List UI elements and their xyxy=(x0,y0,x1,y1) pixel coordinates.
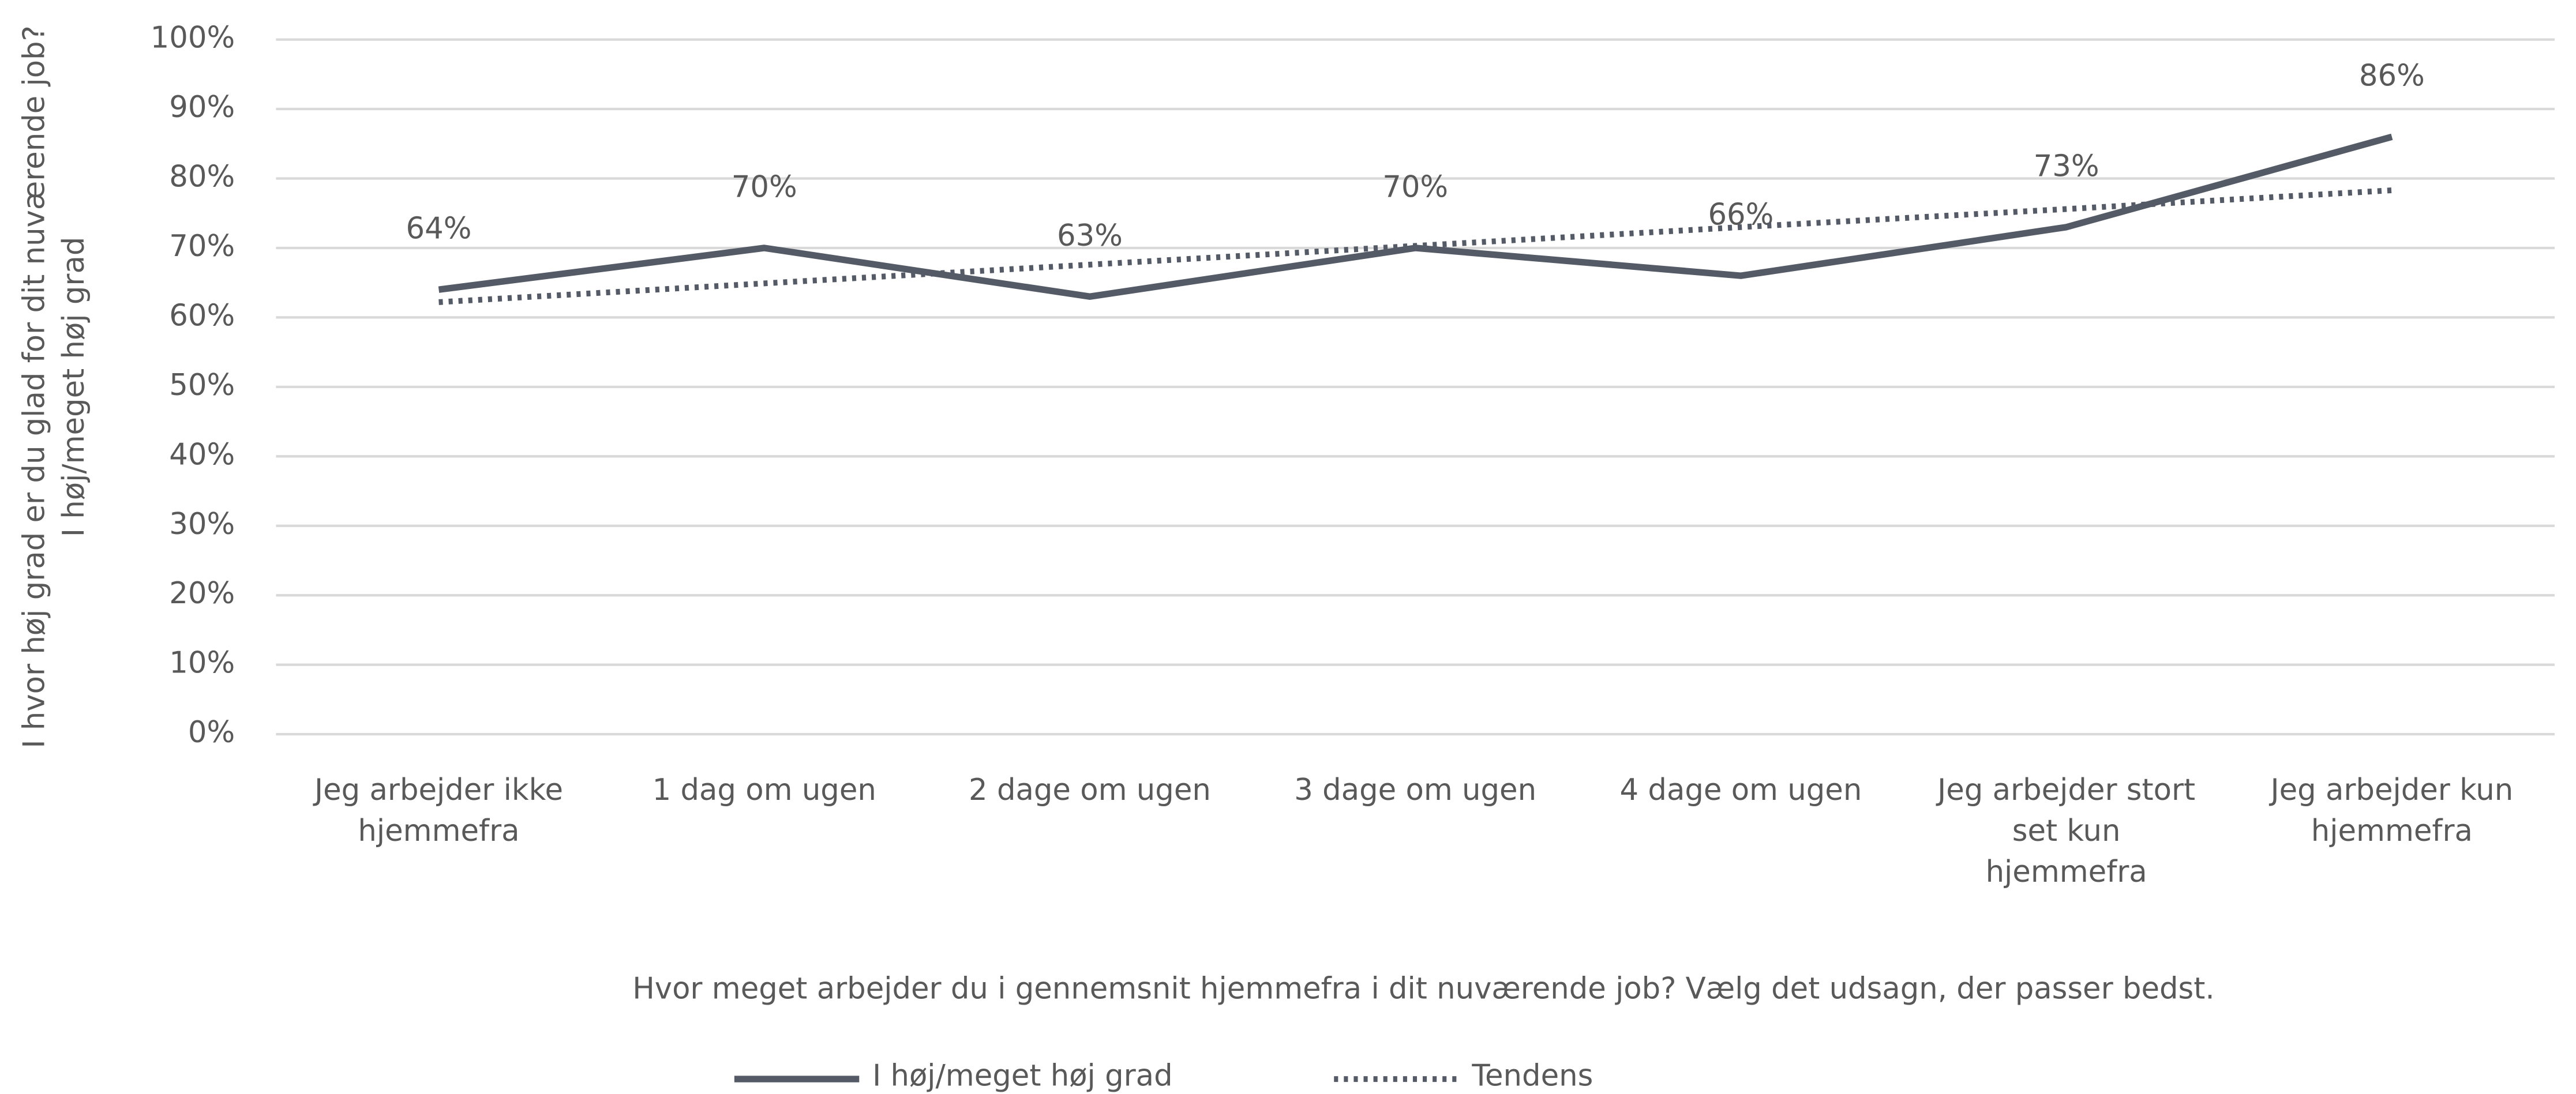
x-tick-label: Jeg arbejder kun hjemmefra xyxy=(2268,773,2513,848)
y-tick-label: 70% xyxy=(169,229,235,264)
x-tick-label: 4 dage om ugen xyxy=(1620,773,1862,807)
y-axis-label: I hvor høj grad er du glad for dit nuvær… xyxy=(17,25,91,748)
x-axis-label: Hvor meget arbejder du i gennemsnit hjem… xyxy=(632,971,2214,1006)
y-tick-label: 90% xyxy=(169,90,235,125)
text-line: I hvor høj grad er du glad for dit nuvær… xyxy=(17,25,52,748)
data-label: 86% xyxy=(2359,59,2425,93)
text-line: 4 dage om ugen xyxy=(1620,773,1862,807)
data-label: 64% xyxy=(406,212,472,246)
data-label: 63% xyxy=(1057,219,1123,253)
y-tick-label: 0% xyxy=(188,715,235,750)
x-tick-label: 1 dag om ugen xyxy=(653,773,876,807)
text-line: 3 dage om ugen xyxy=(1294,773,1536,807)
y-tick-label: 40% xyxy=(169,437,235,472)
y-tick-label: 60% xyxy=(169,298,235,333)
data-label: 70% xyxy=(1382,170,1448,204)
text-line: hjemmefra xyxy=(358,814,519,848)
text-line: Jeg arbejder ikke xyxy=(313,773,563,807)
text-line: Jeg arbejder stort xyxy=(1936,773,2195,807)
y-tick-label: 30% xyxy=(169,507,235,542)
text-line: 2 dage om ugen xyxy=(969,773,1211,807)
y-tick-label: 10% xyxy=(169,646,235,681)
text-line: Jeg arbejder kun xyxy=(2268,773,2513,807)
x-tick-label: 2 dage om ugen xyxy=(969,773,1211,807)
text-line: I høj/meget høj grad xyxy=(57,237,91,537)
data-label: 70% xyxy=(732,170,797,204)
y-tick-label: 80% xyxy=(169,160,235,194)
x-tick-label: Jeg arbejder ikke hjemmefra xyxy=(313,773,563,848)
text-line: hjemmefra xyxy=(2311,814,2473,848)
text-line: 1 dag om ugen xyxy=(653,773,876,807)
text-line: set kun xyxy=(2012,814,2121,848)
text-line: hjemmefra xyxy=(1986,855,2147,889)
legend-label: I høj/meget høj grad xyxy=(872,1058,1173,1093)
trend-line xyxy=(438,187,2393,305)
data-label: 73% xyxy=(2034,149,2099,183)
x-tick-label: 3 dage om ugen xyxy=(1294,773,1536,807)
x-tick-label: Jeg arbejder stort set kun hjemmefra xyxy=(1936,773,2195,889)
y-tick-label: 100% xyxy=(151,21,235,55)
y-tick-label: 20% xyxy=(169,576,235,611)
y-tick-label: 50% xyxy=(169,368,235,403)
legend-label: Tendens xyxy=(1471,1058,1593,1093)
